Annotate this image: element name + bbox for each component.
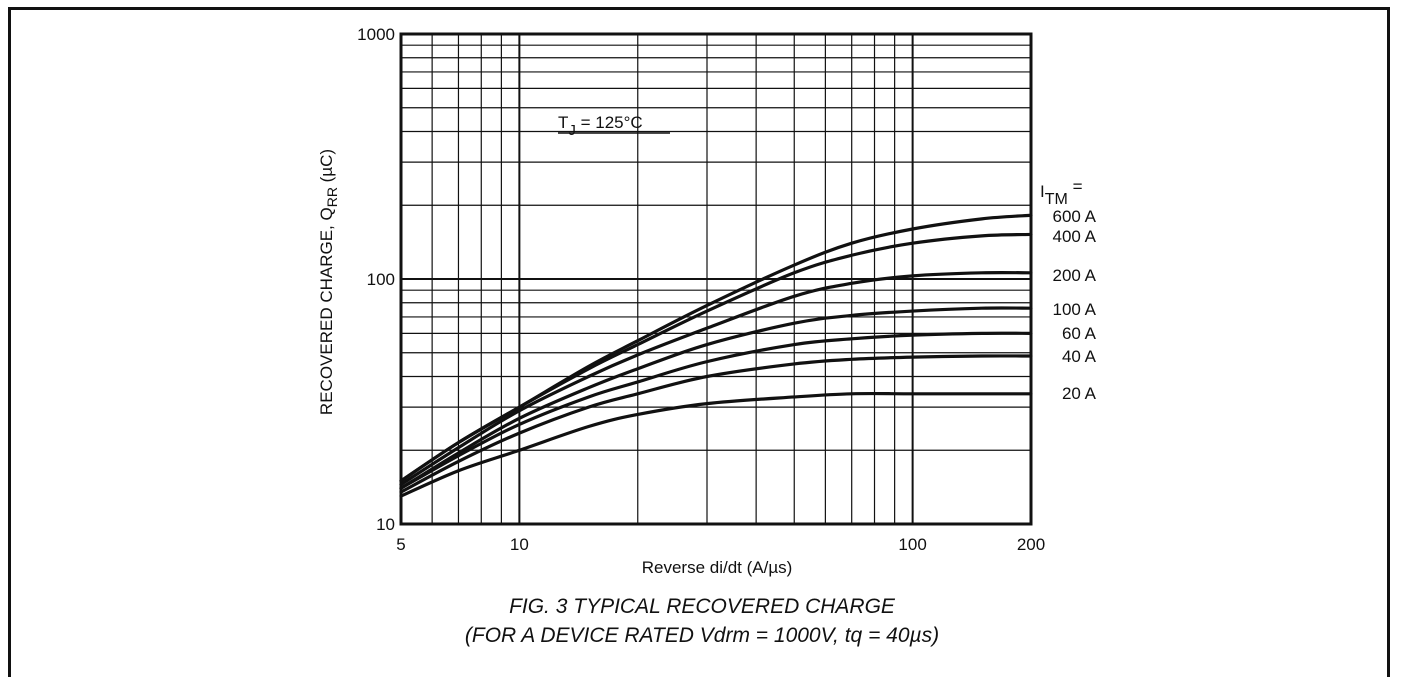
caption-line-1: FIG. 3 TYPICAL RECOVERED CHARGE <box>509 595 895 618</box>
series-label: 400 A <box>1053 227 1097 246</box>
series-label: 40 A <box>1062 347 1097 366</box>
series-label: 600 A <box>1053 207 1097 226</box>
tj-sub: J <box>568 122 576 139</box>
series-line-200a <box>399 270 1033 487</box>
series-label: 60 A <box>1062 324 1097 343</box>
y-axis-label-sub: RR <box>324 187 340 207</box>
tj-symbol: T <box>558 113 568 132</box>
curves <box>399 213 1033 498</box>
series-line-60a <box>399 331 1033 490</box>
tj-annotation: TJ = 125°C <box>558 113 670 139</box>
series-line-40a <box>399 354 1033 494</box>
svg-text:TJ = 125°C: TJ = 125°C <box>558 113 643 139</box>
tj-text: = 125°C <box>576 113 643 132</box>
y-axis-label-tail: (µC) <box>317 149 336 187</box>
series-line-20a <box>399 391 1033 498</box>
legend-title: ITM = <box>1040 177 1083 208</box>
series-label: 200 A <box>1053 266 1097 285</box>
x-axis-label: Reverse di/dt (A/µs) <box>642 558 793 577</box>
x-tick-label: 5 <box>396 535 405 554</box>
y-axis-label: RECOVERED CHARGE, QRR (µC) <box>317 149 340 415</box>
series-label: 100 A <box>1053 300 1097 319</box>
x-tick-label: 200 <box>1017 535 1045 554</box>
y-tick-label: 100 <box>367 270 395 289</box>
y-axis-label-main: RECOVERED CHARGE, Q <box>317 207 336 415</box>
x-tick-label: 10 <box>510 535 529 554</box>
x-tick-label: 100 <box>898 535 926 554</box>
y-tick-label: 1000 <box>357 25 395 44</box>
plot-border <box>399 32 1033 526</box>
series-line-400a <box>399 232 1033 483</box>
legend-title-text: = <box>1068 177 1083 196</box>
legend-title-symbol: I <box>1040 182 1045 201</box>
caption-line-2: (FOR A DEVICE RATED Vdrm = 1000V, tq = 4… <box>464 624 940 647</box>
legend-title-sub: TM <box>1045 191 1068 208</box>
series-line-600a <box>399 213 1033 483</box>
series-label: 20 A <box>1062 384 1097 403</box>
grid <box>400 34 1032 525</box>
series-line-100a <box>399 306 1033 490</box>
y-tick-label: 10 <box>376 515 395 534</box>
figure-frame <box>8 7 1390 677</box>
